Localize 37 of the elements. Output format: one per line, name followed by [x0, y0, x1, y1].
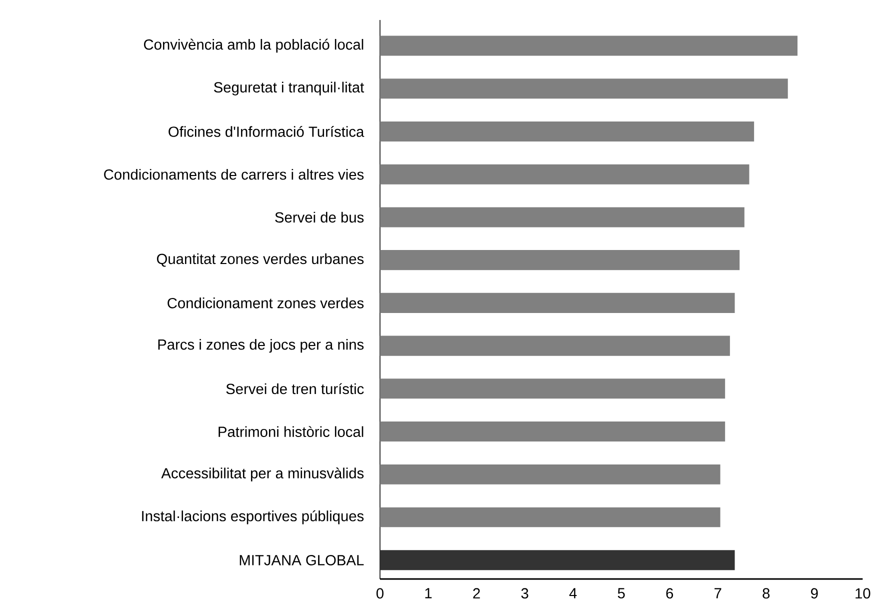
y-tick-label: Servei de tren turístic [226, 383, 364, 394]
bar [380, 550, 735, 570]
bar [380, 422, 726, 442]
bar [380, 464, 720, 484]
x-tick-label: 10 [856, 588, 870, 599]
bar [380, 507, 720, 528]
bar [380, 164, 750, 184]
x-tick-label: 5 [618, 588, 625, 598]
x-tick-label: 4 [569, 588, 577, 598]
y-tick-label: Servei de bus [275, 212, 364, 223]
bar [380, 78, 788, 99]
x-tick-label: 8 [762, 588, 770, 599]
bar [380, 121, 754, 142]
y-tick-label: Condicionament zones verdes [168, 298, 364, 308]
bar [380, 378, 726, 399]
y-tick-label: Convivència amb la població local [144, 38, 364, 53]
x-tick-label: 0 [376, 588, 384, 599]
y-tick-label: Quantitat zones verdes urbanes [156, 253, 364, 267]
y-tick-label: MITJANA GLOBAL [240, 554, 364, 566]
x-tick-label: 2 [473, 588, 480, 598]
x-tick-label: 9 [811, 588, 818, 599]
y-tick-label: Parcs i zones de jocs per a nins [158, 338, 364, 353]
x-tick-label: 3 [521, 588, 528, 599]
bar [380, 336, 730, 356]
bar [380, 292, 735, 313]
bar [380, 207, 744, 228]
y-tick-label: Accessibilitat per a minusvàlids [161, 467, 364, 482]
x-tick-label: 1 [425, 588, 432, 598]
bar [380, 250, 740, 270]
y-tick-label: Oficines d'Informació Turística [168, 126, 364, 137]
y-tick-label: Condicionaments de carrers i altres vies [104, 168, 364, 180]
x-tick-label: 6 [666, 588, 674, 599]
y-tick-label: Seguretat i tranquil·litat [214, 82, 364, 96]
bar [380, 36, 798, 56]
x-tick-label: 7 [714, 588, 722, 598]
y-tick-label: Patrimoni històric local [218, 426, 364, 438]
y-tick-label: Instal·lacions esportives públiques [142, 510, 364, 524]
